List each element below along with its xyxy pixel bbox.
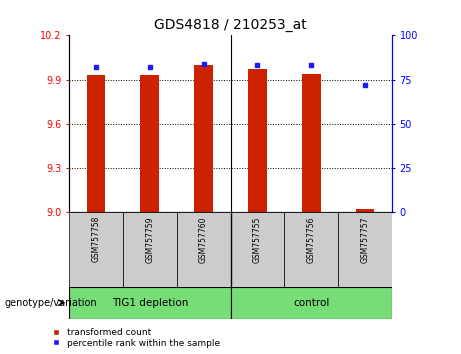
Text: GSM757755: GSM757755 xyxy=(253,216,262,263)
Bar xyxy=(230,212,284,287)
Bar xyxy=(177,212,230,287)
Text: TIG1 depletion: TIG1 depletion xyxy=(112,298,188,308)
Text: GSM757757: GSM757757 xyxy=(361,216,369,263)
Text: GSM757756: GSM757756 xyxy=(307,216,316,263)
Bar xyxy=(141,75,159,212)
Text: GDS4818 / 210253_at: GDS4818 / 210253_at xyxy=(154,18,307,32)
Bar xyxy=(123,212,177,287)
Bar xyxy=(69,287,230,319)
Bar xyxy=(230,287,392,319)
Bar xyxy=(302,74,320,212)
Legend: transformed count, percentile rank within the sample: transformed count, percentile rank withi… xyxy=(51,326,222,349)
Bar xyxy=(284,212,338,287)
Bar xyxy=(355,210,374,212)
Text: control: control xyxy=(293,298,329,308)
Text: genotype/variation: genotype/variation xyxy=(5,298,97,308)
Text: GSM757758: GSM757758 xyxy=(92,216,100,263)
Text: GSM757759: GSM757759 xyxy=(145,216,154,263)
Text: GSM757760: GSM757760 xyxy=(199,216,208,263)
Bar xyxy=(69,212,123,287)
Bar xyxy=(338,212,392,287)
Bar xyxy=(248,69,267,212)
Bar xyxy=(194,65,213,212)
Bar xyxy=(87,75,106,212)
